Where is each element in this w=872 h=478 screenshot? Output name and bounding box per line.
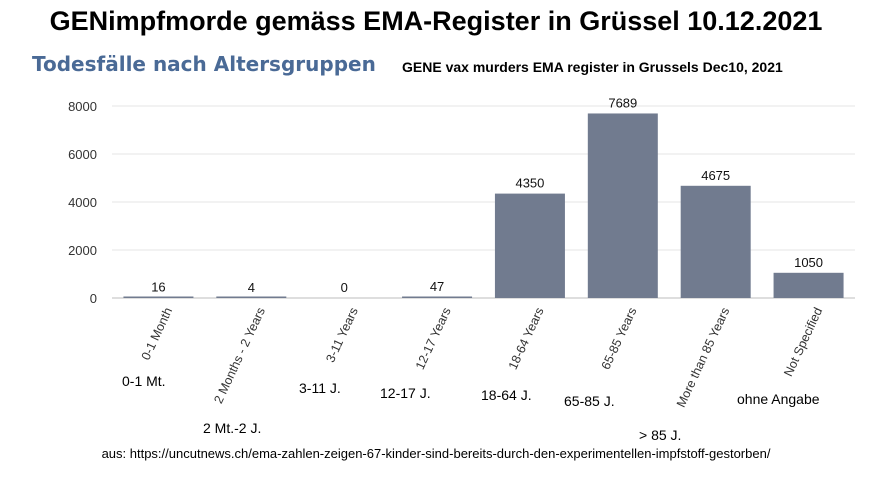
german-group-label: 2 Mt.-2 J. (203, 420, 262, 436)
data-label: 4 (248, 280, 255, 295)
x-tick-label: 0-1 Month (139, 305, 175, 362)
bar (123, 296, 194, 298)
chart-subtitle-german: Todesfälle nach Altersgruppen (32, 52, 376, 76)
source-citation: aus: https://uncutnews.ch/ema-zahlen-zei… (101, 446, 771, 461)
data-label: 4675 (701, 168, 730, 183)
x-tick-label: 65-85 Years (599, 305, 640, 371)
bars (123, 113, 844, 299)
german-group-label: > 85 J. (639, 427, 682, 443)
data-label: 47 (430, 279, 444, 294)
y-axis-ticks: 0 2000 4000 6000 8000 (68, 99, 97, 306)
y-tick-label: 6000 (68, 147, 97, 162)
bar (216, 296, 287, 298)
bar (680, 185, 751, 298)
chart-subtitle-english: GENE vax murders EMA register in Grussel… (402, 59, 783, 75)
page-title: GENimpfmorde gemäss EMA-Register in Grüs… (49, 6, 823, 36)
x-tick-label: Not Specified (781, 305, 825, 378)
german-group-label: 0-1 Mt. (122, 373, 166, 389)
x-tick-label: 12-17 Years (413, 305, 454, 371)
data-label: 1050 (794, 255, 823, 270)
data-label: 7689 (608, 95, 637, 110)
bar (494, 193, 565, 298)
y-tick-label: 0 (90, 291, 97, 306)
y-tick-label: 8000 (68, 99, 97, 114)
german-group-label: 3-11 J. (299, 380, 341, 396)
x-tick-label: More than 85 Years (674, 305, 733, 409)
german-group-label: ohne Angabe (737, 391, 820, 407)
x-tick-label: 2 Months - 2 Years (211, 305, 268, 405)
german-group-label: 12-17 J. (380, 385, 431, 401)
german-group-label: 65-85 J. (564, 393, 615, 409)
data-label: 16 (151, 280, 165, 295)
data-labels: 16 4 0 47 4350 7689 4675 1050 (151, 95, 823, 295)
y-tick-label: 4000 (68, 195, 97, 210)
bar (587, 113, 658, 299)
x-tick-label: 18-64 Years (506, 305, 547, 371)
data-label: 0 (341, 280, 348, 295)
data-label: 4350 (515, 176, 544, 191)
german-group-label: 18-64 J. (481, 387, 532, 403)
y-tick-label: 2000 (68, 243, 97, 258)
bar (402, 296, 473, 298)
x-tick-label: 3-11 Years (323, 305, 361, 364)
bar (773, 272, 844, 298)
